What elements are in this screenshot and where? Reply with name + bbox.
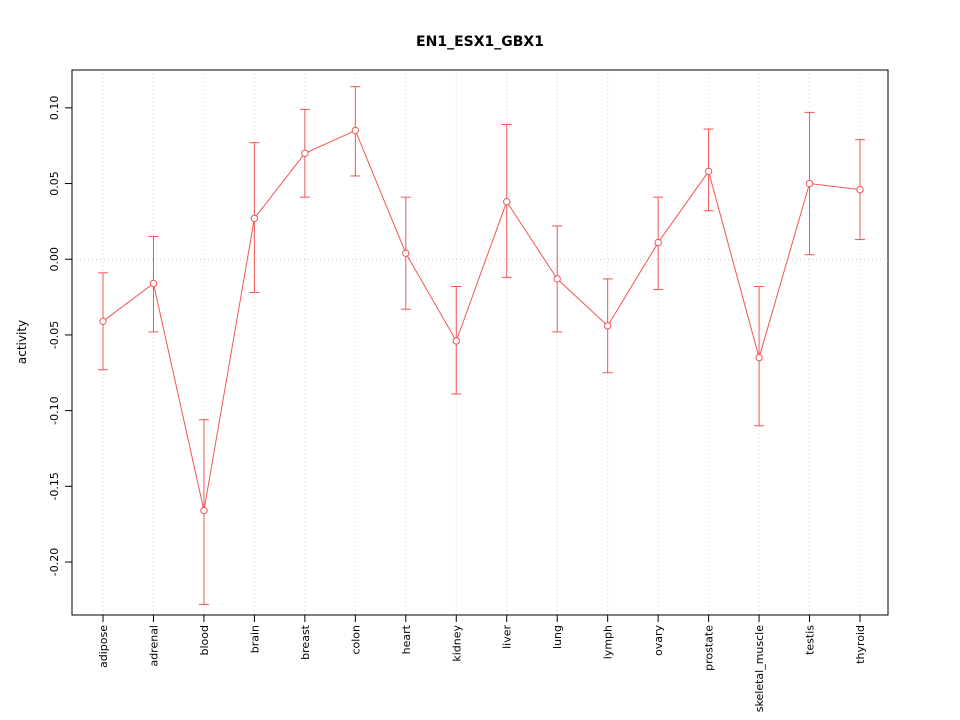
data-point xyxy=(402,249,410,257)
data-point xyxy=(149,279,158,288)
data-point xyxy=(805,179,814,188)
y-tick-label: 0.05 xyxy=(48,171,61,196)
y-tick-label: 0.10 xyxy=(48,96,61,121)
data-point xyxy=(452,337,460,345)
x-tick-label: breast xyxy=(299,624,312,660)
y-tick-label: 0.00 xyxy=(48,247,61,272)
x-tick-label: heart xyxy=(400,624,413,654)
x-tick-label: colon xyxy=(349,625,362,655)
y-axis-label: activity xyxy=(15,320,29,364)
x-tick-label: adipose xyxy=(97,625,110,668)
chart-title: EN1_ESX1_GBX1 xyxy=(416,34,544,50)
data-point xyxy=(704,167,713,176)
data-point xyxy=(200,506,208,515)
x-tick-label: prostate xyxy=(703,625,716,671)
series-line xyxy=(102,129,861,511)
plot-layer: 0.10 0.05 0.00 -0.05 -0.10 -0.15 -0.20 adipose a… xyxy=(48,70,888,712)
data-point xyxy=(503,198,511,206)
data-point xyxy=(250,214,259,223)
data-point xyxy=(553,275,561,283)
y-tick-label: -0.10 xyxy=(48,396,61,424)
x-tick-label: testis xyxy=(804,625,817,655)
x-tick-label: blood xyxy=(198,625,211,655)
data-point xyxy=(654,238,662,247)
x-tick-label: lymph xyxy=(602,625,615,659)
data-point xyxy=(755,353,763,362)
x-tick-label: thyroid xyxy=(854,625,867,664)
x-tick-label: adrenal xyxy=(147,625,160,667)
data-point xyxy=(99,317,107,326)
x-tick-label: liver xyxy=(501,625,514,649)
data-point xyxy=(856,185,864,194)
y-tick-label: -0.05 xyxy=(48,321,61,349)
x-tick-label: ovary xyxy=(652,625,665,657)
y-tick-label: -0.15 xyxy=(48,472,61,500)
x-tick-label: brain xyxy=(248,625,261,653)
data-point xyxy=(351,126,360,135)
x-tick-label: kidney xyxy=(450,625,463,662)
data-point xyxy=(301,149,309,157)
data-point xyxy=(603,322,612,330)
x-tick-label: skeletal_muscle xyxy=(753,625,766,712)
y-tick-label: -0.20 xyxy=(48,548,61,576)
x-tick-label: lung xyxy=(551,625,564,649)
plot-border xyxy=(71,69,889,616)
